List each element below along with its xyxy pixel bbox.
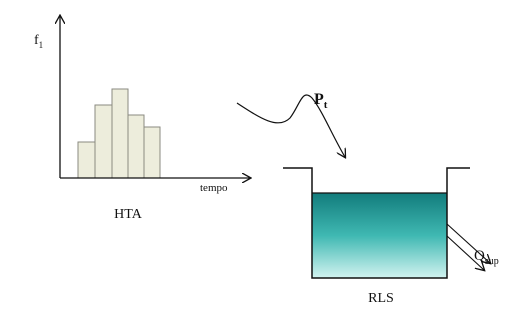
bar [128,115,144,178]
bars [78,89,160,178]
outflow-main: Q [474,248,485,264]
y-label: f1 [34,33,43,50]
bar [112,89,128,178]
outflow-sub: sup [485,256,499,267]
inflow: Pt [237,91,345,157]
y-label-sub: 1 [39,40,44,50]
bar [144,127,160,178]
inflow-label: Pt [314,91,328,111]
bar [95,105,112,178]
histogram-caption: HTA [114,207,143,222]
inflow-sub: t [324,99,328,111]
diagram: f1 tempo HTA Pt Qsup RLS [0,0,518,311]
inflow-main: P [314,91,324,108]
histogram: f1 tempo HTA [34,16,250,222]
reservoir: Qsup RLS [283,168,499,306]
inflow-arrow [237,95,345,157]
x-label: tempo [200,182,228,194]
water [312,193,447,278]
reservoir-caption: RLS [368,291,394,306]
bar [78,142,95,178]
